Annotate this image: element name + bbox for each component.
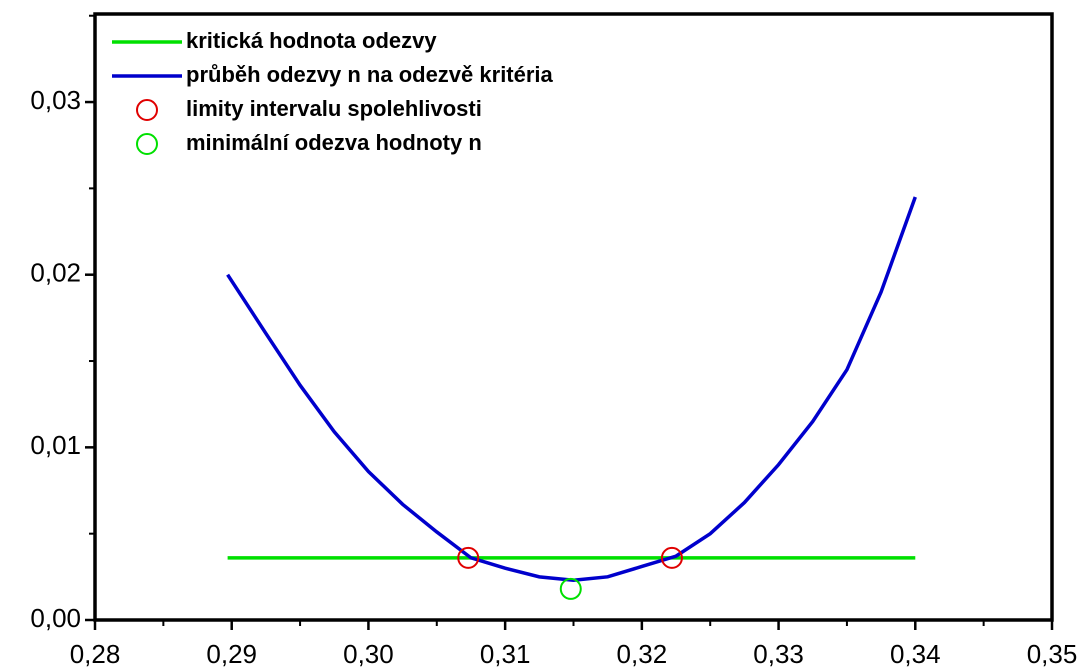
legend-label: kritická hodnota odezvy	[186, 28, 437, 53]
marker	[660, 546, 683, 569]
legend-label: průběh odezvy n na odezvě kritéria	[186, 62, 554, 87]
x-tick-label: 0,32	[617, 639, 668, 669]
legend-swatch	[136, 99, 158, 121]
x-tick-label: 0,31	[480, 639, 531, 669]
x-tick-label: 0,29	[206, 639, 257, 669]
y-tick-label: 0,01	[30, 430, 81, 460]
x-tick-label: 0,33	[753, 639, 804, 669]
legend-swatch	[136, 133, 158, 155]
y-tick-label: 0,02	[30, 258, 81, 288]
x-tick-label: 0,35	[1027, 639, 1078, 669]
x-tick-label: 0,30	[343, 639, 394, 669]
x-tick-label: 0,34	[890, 639, 941, 669]
marker	[559, 577, 582, 600]
marker	[457, 546, 480, 569]
legend-label: limity intervalu spolehlivosti	[186, 96, 482, 121]
y-tick-label: 0,00	[30, 603, 81, 633]
x-tick-label: 0,28	[70, 639, 121, 669]
legend-label: minimální odezva hodnoty n	[186, 130, 482, 155]
y-tick-label: 0,03	[30, 85, 81, 115]
plot-frame	[93, 12, 1054, 622]
line	[226, 196, 917, 583]
